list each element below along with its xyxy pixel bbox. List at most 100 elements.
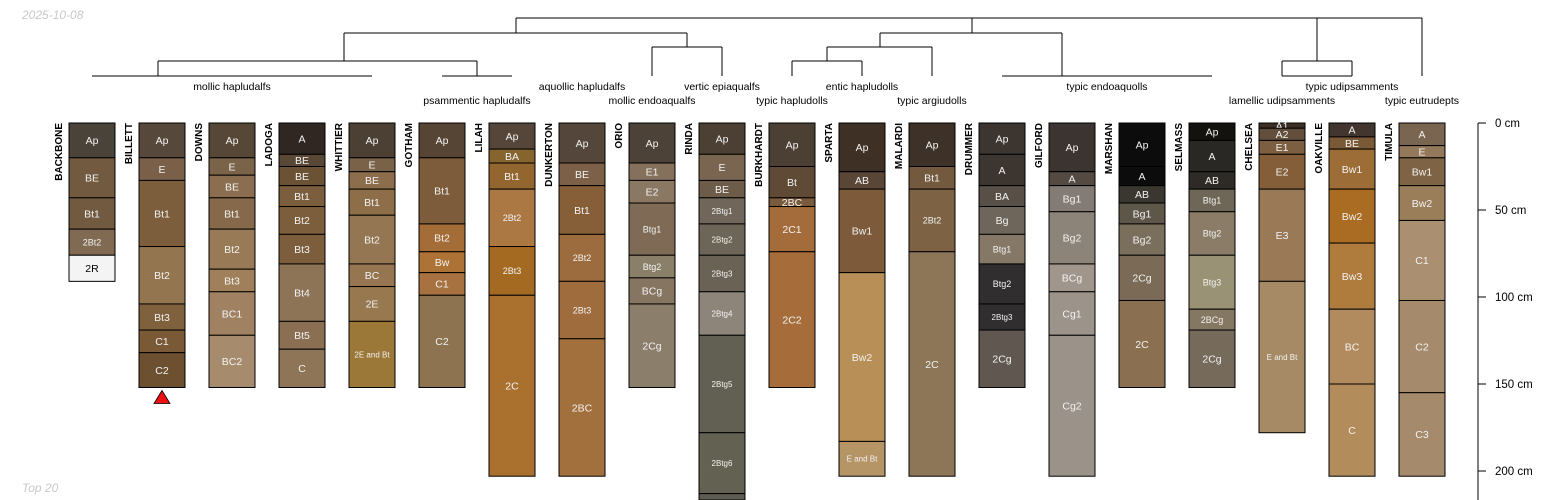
horizon-label: Bt3 — [294, 244, 310, 256]
horizon-block — [1048, 185, 1096, 213]
horizon-label: Bt1 — [224, 208, 240, 220]
horizon-label: Ap — [366, 135, 379, 147]
horizon-block — [1328, 383, 1376, 477]
horizon-label: BCg — [1062, 273, 1083, 285]
horizon-block — [558, 122, 606, 164]
horizon-block — [488, 294, 536, 477]
horizon-label: Bw — [435, 257, 450, 269]
profile-ladoga: LADOGA A BE BE Bt1 Bt2 Bt3 Bt4 Bt5 C — [264, 122, 326, 388]
horizon-block — [488, 246, 536, 296]
horizon-block — [1398, 157, 1446, 187]
horizon-label: C2 — [155, 365, 169, 377]
horizon-label: BC — [1345, 341, 1360, 353]
horizon-label: E — [1418, 146, 1425, 158]
horizon-label: 2C — [925, 359, 939, 371]
horizon-block — [838, 272, 886, 442]
horizon-label: Bt2 — [224, 244, 240, 256]
profile-orio: ORIO Ap E1 E2 Btg1 Btg2 BCg 2Cg — [614, 122, 676, 388]
horizon-block — [68, 122, 116, 159]
horizon-label: Cg1 — [1062, 308, 1081, 320]
horizon-label: Ap — [1066, 142, 1079, 154]
horizon-label: Bt2 — [364, 234, 380, 246]
horizon-label: BE — [295, 155, 309, 167]
axis-tick-label: 150 cm — [1495, 379, 1533, 391]
horizon-label: Ap — [436, 135, 449, 147]
horizon-label: Bt2 — [434, 233, 450, 245]
horizon-block — [208, 228, 256, 270]
horizon-label: Bw1 — [1342, 164, 1363, 176]
profile-name: RINDA — [684, 123, 695, 155]
horizon-block — [698, 334, 746, 434]
profile-backbone: BACKBONE Ap BE Bt1 2Bt2 2R — [54, 122, 116, 282]
horizon-block — [1328, 148, 1376, 190]
horizon-label: BE — [225, 181, 239, 193]
horizon-block — [278, 206, 326, 235]
horizon-label: Btg2 — [993, 279, 1012, 289]
horizon-label: 2Bt2 — [83, 237, 102, 247]
horizon-label: 2Btg1 — [712, 207, 733, 216]
horizon-label: E — [158, 164, 165, 176]
horizon-block — [418, 122, 466, 159]
horizon-label: Bt1 — [574, 205, 590, 217]
horizon-label: 2C — [505, 381, 519, 393]
horizon-block — [1118, 254, 1166, 301]
horizon-block — [278, 320, 326, 350]
horizon-label: 2E — [366, 299, 379, 311]
horizon-block — [558, 280, 606, 340]
horizon-label: Bt1 — [364, 197, 380, 209]
horizon-label: Bg — [996, 215, 1009, 227]
horizon-label: C1 — [1415, 255, 1429, 267]
horizon-label: C1 — [155, 336, 169, 348]
horizon-label: Btg1 — [993, 244, 1012, 254]
horizon-block — [278, 348, 326, 388]
horizon-label: Btg1 — [643, 224, 662, 234]
axis-tick-label: 0 cm — [1495, 118, 1520, 130]
horizon-block — [1048, 263, 1096, 293]
horizon-label: Ap — [1206, 126, 1219, 138]
horizon-label: E1 — [646, 167, 659, 179]
horizon-label: Bw1 — [852, 226, 873, 238]
profile-name: BILLETT — [124, 123, 135, 164]
horizon-label: 2Bt2 — [923, 216, 942, 226]
group-label-mollic-endoaqualfs: mollic endoaqualfs — [609, 95, 696, 107]
horizon-block — [348, 188, 396, 216]
profile-burkhardt: BURKHARDT Ap Bt 2BC 2C1 2C2 — [754, 122, 816, 388]
horizon-block — [278, 233, 326, 265]
profile-oakville: OAKVILLE ABE Bw1 Bw2 Bw3 BC C — [1314, 122, 1376, 477]
horizon-label: Bt — [787, 177, 797, 189]
horizon-label: BE — [85, 173, 99, 185]
profile-name: SPARTA — [824, 123, 835, 163]
profile-name: MARSHAN — [1104, 123, 1115, 174]
horizon-label: AB — [855, 175, 869, 187]
profile-name: DUNKERTON — [544, 123, 555, 187]
profile-name: GILFORD — [1034, 123, 1045, 168]
horizon-label: A2 — [1276, 129, 1289, 141]
profile-gilford: GILFORD Ap A Bg1 Bg2 BCg Cg1 Cg2 — [1034, 122, 1096, 477]
horizon-label: 2E and Bt — [354, 350, 390, 359]
horizon-block — [978, 329, 1026, 388]
horizon-label: Bt3 — [224, 275, 240, 287]
horizon-block — [768, 251, 816, 388]
horizon-label: Ap — [716, 133, 729, 145]
horizon-block — [138, 179, 186, 248]
group-label-psammentic-hapludalfs: psammentic hapludalfs — [423, 95, 530, 107]
profile-dunkerton: DUNKERTON Ap BE Bt1 2Bt2 2Bt3 2BC — [544, 122, 606, 477]
horizon-label: BC — [365, 270, 380, 282]
horizon-label: Btg1 — [1203, 196, 1222, 206]
horizon-block — [1048, 122, 1096, 173]
horizon-label: Bg2 — [1133, 234, 1152, 246]
horizon-block — [768, 166, 816, 199]
horizon-label: 2R — [85, 263, 99, 275]
horizon-label: 2Cg — [642, 341, 661, 353]
horizon-label: 2Btg5 — [712, 380, 733, 389]
profile-downs: DOWNS Ap E BE Bt1 Bt2 Bt3 BC1 BC2 — [194, 122, 256, 388]
horizon-block — [208, 197, 256, 230]
horizon-block — [908, 122, 956, 167]
horizon-block — [1258, 153, 1306, 190]
horizon-label: 2Bt3 — [503, 266, 522, 276]
horizon-block — [838, 188, 886, 274]
horizon-label: Ap — [506, 131, 519, 143]
horizon-label: A — [298, 133, 305, 145]
profile-marshan: MARSHAN Ap A AB Bg1 Bg2 2Cg 2C — [1104, 122, 1166, 388]
horizon-block — [488, 162, 536, 190]
